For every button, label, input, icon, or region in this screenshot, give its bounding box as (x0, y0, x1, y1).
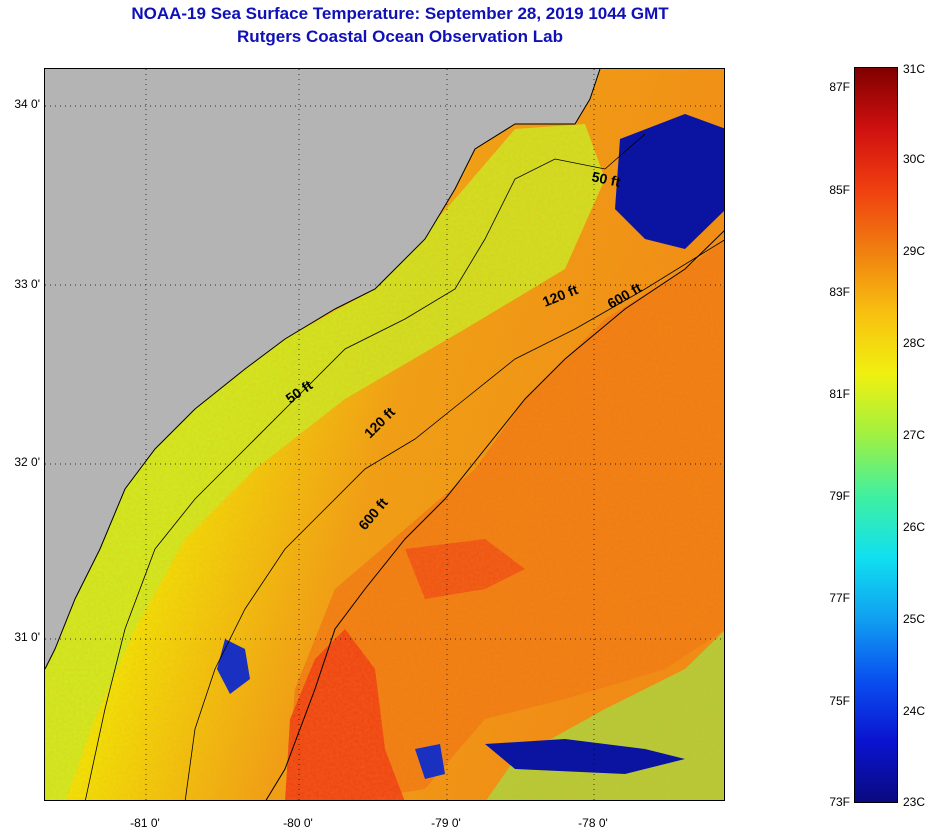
cold-patch-west (217, 639, 250, 694)
colorbar-label-81f: 81F (829, 387, 850, 401)
lon-label-78: -78 0' (578, 816, 608, 830)
lat-label-31: 31 0' (14, 630, 40, 644)
isobath-50ft (85, 133, 646, 800)
colorbar-label-29c: 29C (903, 244, 926, 258)
land-area (45, 69, 600, 669)
isobath-label-50ft-north: 50 ft (590, 168, 622, 190)
isobath-120ft (184, 239, 724, 800)
sst-map: 50 ft 120 ft 600 ft 50 ft 120 ft 600 ft (44, 68, 725, 801)
coastline (45, 69, 601, 670)
graticule (45, 69, 724, 800)
colorbar-label-23c: 23C (903, 795, 926, 809)
lon-label-80: -80 0' (283, 816, 313, 830)
title-line-2: Rutgers Coastal Ocean Observation Lab (237, 27, 563, 46)
colorbar-label-24c: 24C (903, 704, 926, 718)
lon-label-81: -81 0' (130, 816, 160, 830)
lon-label-79: -79 0' (431, 816, 461, 830)
lat-label-32: 32 0' (14, 455, 40, 469)
colorbar-label-25c: 25C (903, 612, 926, 626)
colorbar-label-31c: 31C (903, 62, 926, 76)
colorbar-label-75f: 75F (829, 694, 850, 708)
title-line-1: NOAA-19 Sea Surface Temperature: Septemb… (131, 4, 669, 23)
colorbar-label-79f: 79F (829, 489, 850, 503)
colorbar-label-83f: 83F (829, 285, 850, 299)
temperature-colorbar (854, 67, 898, 803)
cold-patch-northeast (615, 114, 724, 249)
colorbar-label-73f: 73F (829, 795, 850, 809)
colorbar-label-27c: 27C (903, 428, 926, 442)
sst-map-canvas: 50 ft 120 ft 600 ft 50 ft 120 ft 600 ft (45, 69, 724, 800)
colorbar-label-87f: 87F (829, 80, 850, 94)
isobath-600ft (265, 230, 724, 800)
colorbar-label-85f: 85F (829, 183, 850, 197)
colorbar-label-77f: 77F (829, 591, 850, 605)
cold-patch-small (415, 744, 445, 779)
colorbar-label-26c: 26C (903, 520, 926, 534)
cold-patch-south (485, 739, 685, 774)
lat-label-34: 34 0' (14, 97, 40, 111)
colorbar-label-30c: 30C (903, 152, 926, 166)
colorbar-label-28c: 28C (903, 336, 926, 350)
lat-label-33: 33 0' (14, 277, 40, 291)
